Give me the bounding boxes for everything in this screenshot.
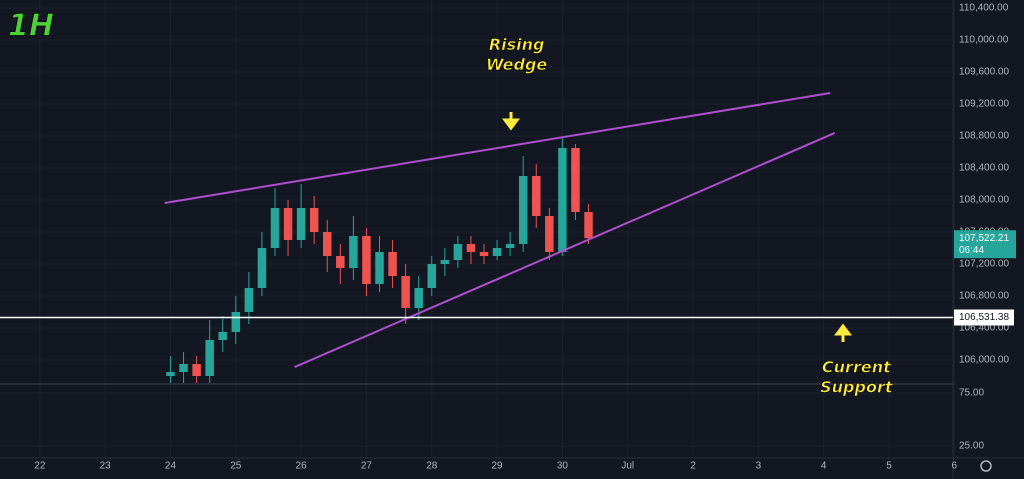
x-tick-label: 2 bbox=[690, 461, 696, 472]
candle-body bbox=[558, 148, 567, 252]
candle-body bbox=[414, 288, 423, 308]
candle-body bbox=[401, 276, 410, 308]
x-tick-label: 27 bbox=[361, 461, 373, 472]
x-tick-label: 25 bbox=[230, 461, 242, 472]
trendline bbox=[294, 132, 836, 368]
annotation: Support bbox=[820, 378, 894, 397]
settings-icon[interactable] bbox=[980, 460, 992, 472]
candle-body bbox=[505, 244, 515, 248]
x-tick-label: Jul bbox=[621, 461, 634, 472]
x-tick-label: 30 bbox=[557, 461, 569, 472]
candle-body bbox=[323, 232, 332, 256]
x-tick-label: 6 bbox=[952, 461, 958, 472]
candle-body bbox=[218, 332, 227, 340]
x-tick-label: 5 bbox=[886, 461, 892, 472]
last-price-label: 107,522.21 bbox=[959, 233, 1009, 244]
candle-body bbox=[584, 212, 593, 239]
candle-body bbox=[440, 260, 450, 264]
candle-body bbox=[532, 176, 541, 216]
candle-body bbox=[479, 252, 489, 256]
candle-body bbox=[518, 176, 528, 244]
arrow-down bbox=[502, 112, 520, 131]
y-tick-label: 110,000.00 bbox=[959, 35, 1009, 46]
annotation: Wedge bbox=[486, 55, 547, 74]
support-tag bbox=[954, 309, 1014, 326]
candle-body bbox=[296, 208, 306, 240]
candle-body bbox=[453, 244, 463, 260]
candle-body bbox=[309, 208, 319, 232]
candle-body bbox=[205, 340, 214, 376]
candle-body bbox=[166, 372, 175, 376]
countdown: 06:44 bbox=[959, 245, 984, 256]
y-tick-label: 106,400.00 bbox=[959, 323, 1009, 334]
y-tick-label: 106,800.00 bbox=[959, 291, 1009, 302]
x-tick-label: 3 bbox=[756, 461, 762, 472]
arrow-up bbox=[834, 323, 852, 342]
candle-body bbox=[362, 236, 371, 284]
y-tick-label: 108,800.00 bbox=[959, 131, 1009, 142]
chart-title: 1H bbox=[8, 9, 54, 44]
candle-body bbox=[349, 236, 358, 268]
candle-body bbox=[545, 216, 554, 252]
x-tick-label: 26 bbox=[296, 461, 308, 472]
y-tick-label: 108,400.00 bbox=[959, 163, 1009, 174]
x-tick-label: 28 bbox=[426, 461, 438, 472]
candle-body bbox=[375, 252, 384, 284]
candle-body bbox=[283, 208, 293, 240]
candle-body bbox=[571, 148, 580, 212]
y-tick-label: 107,200.00 bbox=[959, 259, 1009, 270]
candle-body bbox=[336, 256, 345, 268]
grid bbox=[0, 0, 954, 458]
candle-body bbox=[427, 264, 437, 288]
axes: 22 23 24 25 26 27 28 29 30 Jul 2 3 4 5 6110,400.00110,… bbox=[34, 3, 1009, 472]
annotation: Current bbox=[822, 358, 892, 377]
trendline bbox=[164, 91, 831, 205]
y-tick-label: 109,600.00 bbox=[959, 67, 1009, 78]
x-tick-label: 24 bbox=[165, 461, 177, 472]
x-tick-label: 23 bbox=[100, 461, 112, 472]
support-label: 106,531.38 bbox=[959, 312, 1009, 323]
y-tick-label: 75.00 bbox=[959, 388, 984, 399]
y-tick-label: 25.00 bbox=[959, 441, 984, 452]
candle-body bbox=[257, 248, 267, 288]
last-price-tag bbox=[954, 230, 1016, 259]
candle-body bbox=[270, 208, 280, 248]
candle-body bbox=[244, 288, 254, 312]
candle-body bbox=[388, 252, 397, 276]
x-tick-label: 4 bbox=[821, 461, 827, 472]
plot-area bbox=[164, 91, 836, 383]
y-tick-label: 108,000.00 bbox=[959, 195, 1009, 206]
x-tick-label: 29 bbox=[492, 461, 504, 472]
y-tick-label: 106,000.00 bbox=[959, 355, 1009, 366]
candle-body bbox=[192, 364, 201, 376]
candle-body bbox=[466, 244, 476, 252]
candle-body bbox=[492, 248, 502, 256]
y-tick-label: 109,200.00 bbox=[959, 99, 1009, 110]
x-tick-label: 22 bbox=[34, 461, 46, 472]
candle-body bbox=[179, 364, 188, 372]
annotation: Rising bbox=[489, 35, 545, 54]
y-tick-label: 110,400.00 bbox=[959, 3, 1009, 14]
candle-body bbox=[231, 312, 241, 332]
